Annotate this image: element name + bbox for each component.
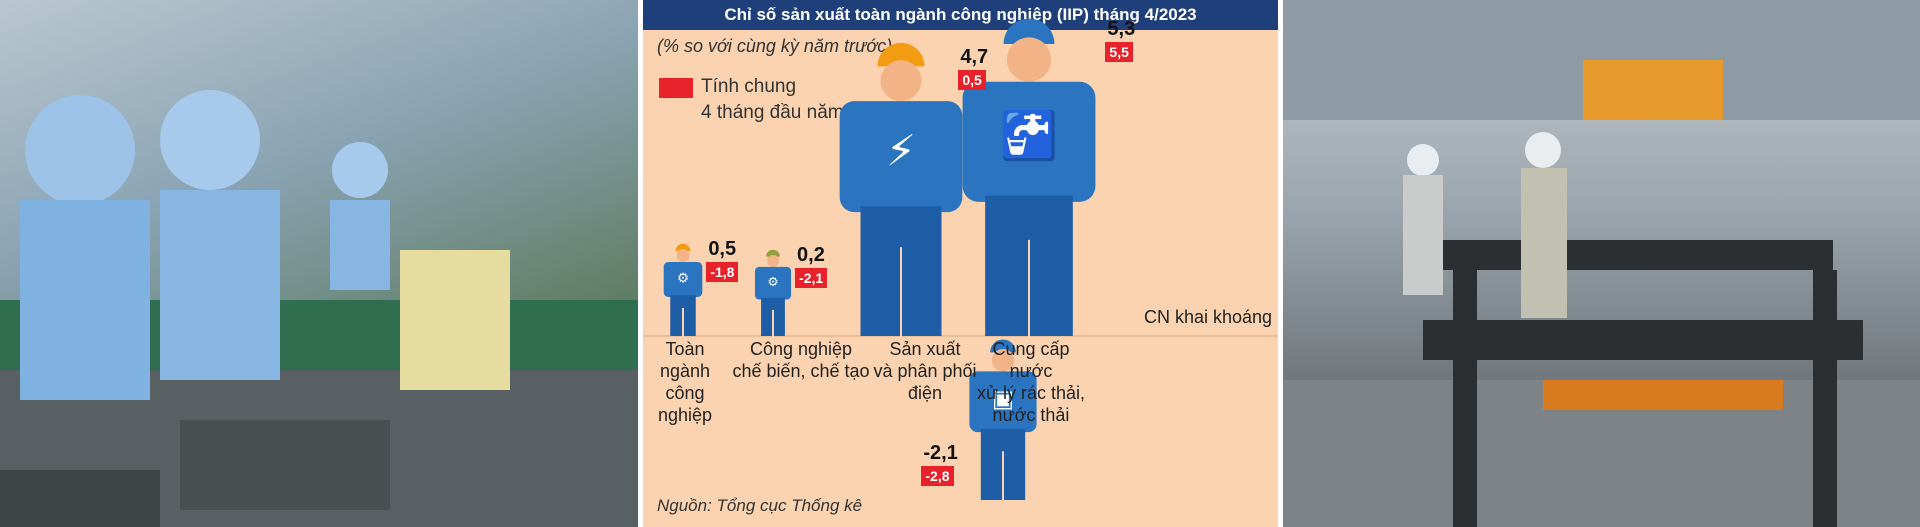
infographic-subtitle: (% so với cùng kỳ năm trước) [657,36,893,56]
assembly-line-photo [1283,0,1920,527]
value-label: 5,3 [1107,17,1136,40]
helmet-icon [877,42,925,67]
worker-body [962,81,1096,202]
category-label-line: chế biến, chế tạo [732,361,870,381]
gear-icon: ⚙ [767,274,778,289]
worker-figure-0: ⚙ [663,243,703,347]
category-label: CN khai khoáng [1143,306,1273,328]
category-label-line: CN khai khoáng [1143,307,1273,327]
worker-figure-1: ⚙ [754,249,792,346]
factory-workers-photo [0,0,638,527]
worker-leg-gap [772,309,774,346]
worker-body [663,262,703,297]
worker-head [991,348,1015,372]
category-label-line: xử lý rác thải, [976,383,1086,403]
chart-area: ⚙ ⚙ ⚡ 🚰 ▣ [643,18,1278,519]
water-tap-icon: 🚰 [1000,108,1058,162]
ytd-badge: -2,8 [921,466,954,486]
ytd-badge: 5,5 [1105,41,1133,62]
legend-swatch [659,78,693,98]
category-label-line: Toàn ngành [659,339,711,381]
infographic-title: Chỉ số sản xuất toàn ngành công nghiệp (… [643,0,1278,30]
category-label-line: Công nghiệp [749,339,853,359]
category-label-line: nước thải [992,405,1070,425]
worker-figure-3: 🚰 [962,18,1096,373]
category-label-line: công nghiệp [657,383,713,425]
helmet-icon [675,243,691,252]
worker-leg-gap [1028,239,1030,373]
iip-infographic-panel: Chỉ số sản xuất toàn ngành công nghiệp (… [643,0,1278,527]
worker-figure-4: ▣ [969,339,1037,519]
worker-body [839,101,963,213]
worker-leg-gap [682,308,684,347]
value-label: 0,5 [708,238,737,260]
category-label-line: và phân phối điện [873,361,977,403]
legend-label-line1: Tính chung [701,76,797,97]
power-pole-icon: ⚡ [886,126,916,176]
worker-figure-2: ⚡ [839,42,963,370]
ytd-badge: -1,8 [706,262,739,282]
helmet-icon [990,339,1016,353]
category-label: Cung cấp nước xử lý rác thải, nước thải [971,338,1091,426]
category-label: Toàn ngành công nghiệp [643,338,727,426]
category-label: Sản xuất và phân phối điện [855,338,995,404]
worker-leg-gap [900,247,902,370]
value-label: -2,1 [923,442,958,464]
worker-body [754,266,792,300]
worker-leg-gap [1002,451,1004,519]
helmet-icon [766,249,780,257]
factory-photo-illustration [0,90,638,527]
source-note: Nguồn: Tổng cục Thống kê [657,496,863,515]
ytd-badge: 0,5 [958,69,986,90]
worker-body [969,371,1037,433]
worker-head [880,60,922,102]
worker-head [676,249,690,263]
minecart-icon: ▣ [992,385,1014,413]
helmet-icon [1003,18,1055,45]
assembly-photo-illustration [1283,0,1920,527]
category-label: Công nghiệp chế biến, chế tạo [731,338,871,382]
category-label-line: Cung cấp nước [992,339,1070,381]
ytd-badge: -2,1 [795,268,828,288]
value-label: 4,7 [960,45,989,68]
worker-head [766,254,780,267]
value-label: 0,2 [797,244,825,266]
worker-head [1006,37,1052,82]
gear-icon: ⚙ [677,270,689,286]
category-label-line: Sản xuất [889,339,961,359]
